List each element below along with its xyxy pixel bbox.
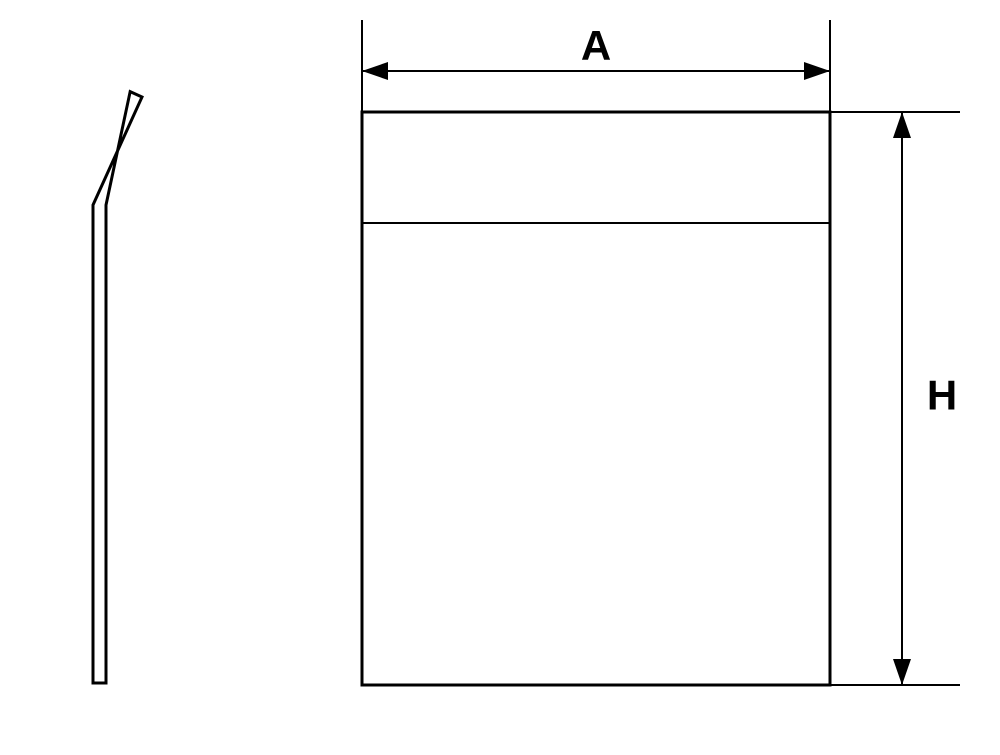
dim-a-arrow-right [804, 62, 830, 80]
dim-a-label: A [581, 22, 611, 69]
front-view-outline [362, 112, 830, 685]
dimension-drawing: AH [0, 0, 1000, 755]
dim-h-label: H [927, 372, 957, 419]
side-profile [93, 92, 142, 683]
dim-h-arrow-bottom [893, 659, 911, 685]
dim-h-arrow-top [893, 112, 911, 138]
dim-a-arrow-left [362, 62, 388, 80]
